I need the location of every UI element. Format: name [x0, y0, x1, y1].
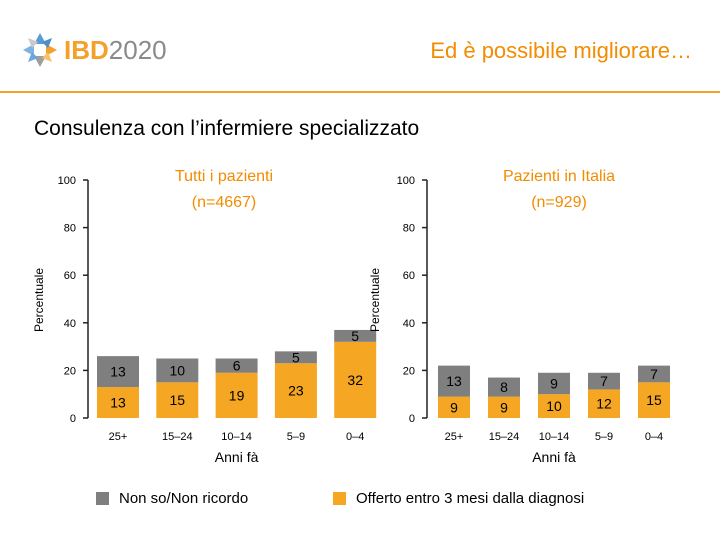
chart-title-line1: Tutti i pazienti [175, 168, 273, 185]
bar-unknown [588, 372, 620, 390]
header-divider [0, 91, 720, 93]
bar-label-offered: 32 [347, 372, 363, 388]
bar-unknown [97, 356, 139, 388]
bar-offered [488, 396, 520, 418]
y-tick-label: 100 [397, 175, 415, 187]
logo-brand: IBD [64, 34, 109, 65]
x-tick-label: 0–4 [346, 431, 364, 443]
x-axis-label: Anni fà [215, 449, 259, 465]
bar-offered [638, 382, 670, 418]
bar-label-unknown: 7 [600, 373, 608, 389]
x-tick-label: 15–24 [489, 431, 520, 443]
bar-label-offered: 23 [288, 383, 304, 399]
bar-offered [538, 394, 570, 418]
bar-label-offered: 9 [500, 399, 508, 415]
y-tick-label: 100 [58, 175, 76, 187]
bar-label-unknown: 13 [110, 364, 126, 380]
y-tick-label: 0 [70, 413, 76, 425]
y-tick-label: 40 [64, 318, 76, 330]
bar-label-unknown: 8 [500, 379, 508, 395]
y-tick-label: 20 [403, 365, 415, 377]
bar-label-unknown: 10 [170, 362, 186, 378]
bar-offered [438, 396, 470, 418]
bar-label-offered: 19 [229, 387, 245, 403]
bar-unknown [438, 365, 470, 397]
bar-label-offered: 9 [450, 399, 458, 415]
x-tick-label: 25+ [445, 431, 464, 443]
chart-title-line2: (n=929) [531, 194, 587, 211]
page-title: Ed è possibile migliorare… [430, 38, 692, 63]
x-tick-label: 5–9 [287, 431, 305, 443]
x-tick-label: 10–14 [539, 431, 570, 443]
x-tick-label: 0–4 [645, 431, 663, 443]
legend-label-orange: Offerto entro 3 mesi dalla diagnosi [356, 490, 585, 507]
bar-unknown [488, 377, 520, 397]
x-tick-label: 25+ [109, 431, 128, 443]
y-tick-label: 60 [403, 270, 415, 282]
bar-label-unknown: 6 [233, 358, 241, 374]
bar-unknown [334, 329, 377, 342]
bar-offered [156, 382, 199, 418]
ibd2020-logo: IBD2020 [22, 30, 182, 70]
bar-offered [588, 389, 620, 418]
logo-year: 2020 [108, 34, 167, 65]
x-tick-label: 5–9 [595, 431, 613, 443]
bar-offered [97, 387, 139, 418]
chart-title-line1: Pazienti in Italia [503, 168, 615, 185]
bar-offered [334, 341, 377, 418]
legend-item-grey: Non so/Non ricordo [96, 490, 248, 507]
section-title: Consulenza con l’infermiere specializzat… [34, 117, 420, 140]
y-tick-label: 80 [403, 223, 415, 235]
bar-offered [215, 372, 258, 418]
bar-label-offered: 13 [110, 395, 126, 411]
legend-label-grey: Non so/Non ricordo [119, 490, 249, 507]
x-tick-label: 15–24 [162, 431, 193, 443]
y-axis-label: Percentuale [32, 268, 46, 332]
legend-swatch-grey [96, 492, 109, 505]
x-tick-label: 10–14 [221, 431, 252, 443]
bar-label-unknown: 13 [446, 373, 462, 389]
bar-label-unknown: 9 [550, 375, 558, 391]
bar-label-unknown: 5 [351, 328, 359, 344]
bar-offered [274, 363, 317, 418]
logo-flower-icon [23, 33, 57, 67]
y-tick-label: 80 [64, 223, 76, 235]
x-axis-label: Anni fà [532, 449, 576, 465]
bar-unknown [274, 351, 317, 364]
y-tick-label: 40 [403, 318, 415, 330]
bar-unknown [156, 358, 199, 383]
legend-swatch-orange [333, 492, 346, 505]
bar-label-unknown: 7 [650, 366, 658, 382]
y-tick-label: 60 [64, 270, 76, 282]
bar-unknown [215, 358, 258, 373]
bar-unknown [638, 365, 670, 383]
legend-item-orange: Offerto entro 3 mesi dalla diagnosi [333, 490, 584, 507]
chart-title-line2: (n=4667) [192, 194, 257, 211]
bar-unknown [538, 372, 570, 395]
bar-label-offered: 15 [170, 392, 186, 408]
bar-label-offered: 10 [546, 398, 562, 414]
y-axis-label: Percentuale [368, 268, 382, 332]
bar-label-offered: 12 [596, 396, 612, 412]
y-tick-label: 0 [409, 413, 415, 425]
bar-label-unknown: 5 [292, 349, 300, 365]
y-tick-label: 20 [64, 365, 76, 377]
bar-label-offered: 15 [646, 392, 662, 408]
